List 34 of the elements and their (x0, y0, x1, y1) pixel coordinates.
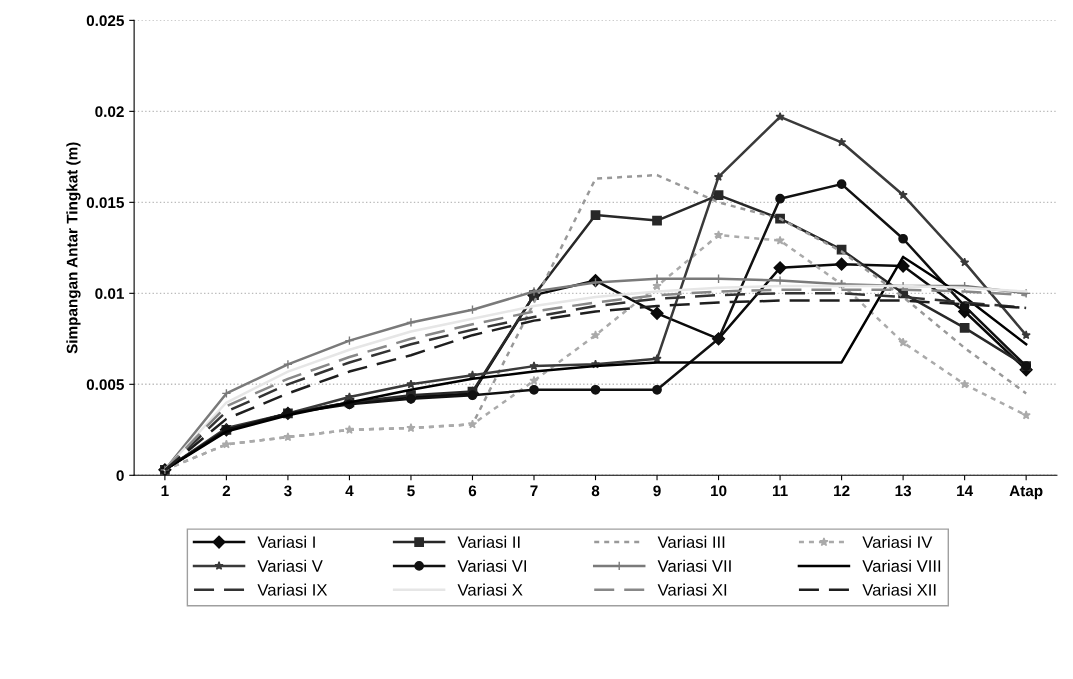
x-tick-label: 5 (407, 485, 415, 497)
y-tick-label: 0.005 (86, 379, 124, 390)
x-tick-label: 11 (772, 485, 788, 497)
legend-label: Variasi VII (657, 559, 731, 572)
y-tick-label: 0.01 (95, 288, 124, 300)
y-axis-title: Simpangan Antar Tingkat (m) (66, 142, 81, 354)
legend-label: Variasi I (257, 535, 315, 549)
x-tick-label: 12 (834, 485, 850, 497)
x-tick-label: Atap (1009, 485, 1043, 500)
y-tick-label: 0.02 (95, 106, 124, 118)
legend-label: Variasi IV (862, 535, 933, 549)
x-tick-label: 6 (468, 485, 477, 497)
y-tick-label: 0 (116, 470, 124, 481)
y-tick-label: 0.015 (86, 197, 124, 209)
x-tick-label: 3 (284, 485, 292, 497)
legend-label: Variasi IX (257, 583, 328, 596)
legend-label: Variasi II (457, 535, 520, 549)
legend-label: Variasi X (457, 583, 523, 596)
x-tick-label: 2 (222, 485, 231, 497)
legend-label: Variasi XI (657, 583, 727, 596)
legend-label: Variasi VI (457, 559, 527, 572)
legend-label: Variasi VIII (862, 559, 941, 572)
legend-label: Variasi XII (862, 583, 936, 596)
x-tick-label: 10 (711, 485, 727, 497)
x-tick-label: 4 (345, 485, 354, 497)
x-tick-label: 7 (530, 485, 538, 497)
x-tick-label: 1 (161, 485, 169, 497)
x-tick-label: 8 (591, 485, 600, 497)
legend-label: Variasi V (257, 559, 323, 572)
y-tick-label: 0.025 (86, 15, 124, 27)
x-tick-label: 13 (895, 485, 912, 497)
x-tick-label: 9 (653, 485, 661, 497)
legend-label: Variasi III (657, 535, 725, 549)
x-tick-label: 14 (957, 485, 974, 497)
